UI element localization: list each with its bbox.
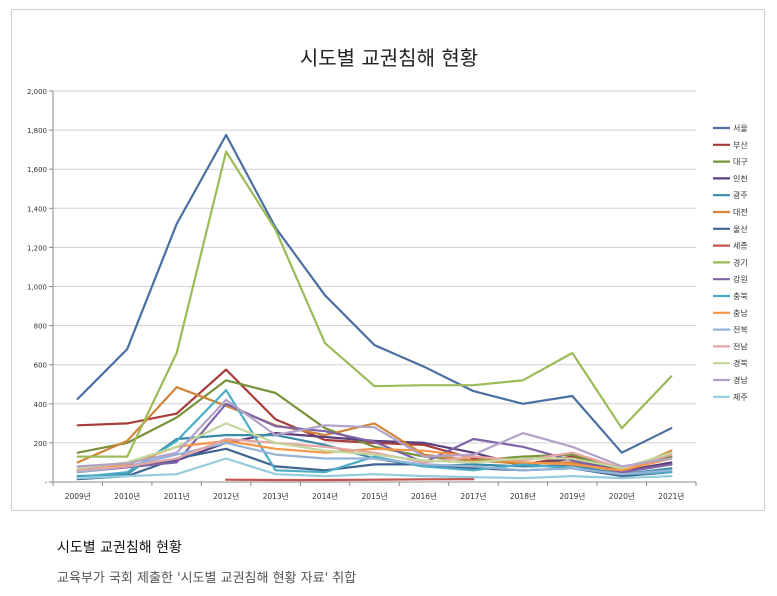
series-line-경북 (76, 422, 673, 470)
chart-container: 시도별 교권침해 현황 - 200 400 600 800 1,000 1,200 1,400 1… (11, 9, 765, 511)
chart-title: 시도별 교권침해 현황 (300, 46, 478, 70)
legend-label: 인천 (733, 173, 748, 183)
y-tick-label: 1,200 (27, 244, 47, 252)
y-tick-label: 600 (34, 362, 47, 370)
legend-label: 강원 (733, 274, 748, 284)
series-line-세종 (225, 478, 475, 482)
legend-label: 광주 (733, 190, 748, 200)
legend-label: 제주 (733, 393, 748, 402)
x-tick-label: 2009년 (65, 491, 91, 501)
y-tick-label: 1,000 (27, 284, 47, 292)
y-tick-label: 1,600 (27, 166, 47, 174)
x-tick-label: 2020년 (609, 491, 635, 501)
x-tick-label: 2014년 (312, 491, 338, 501)
legend-label: 충남 (733, 309, 748, 318)
x-tick-label: 2017년 (460, 491, 486, 501)
series-line-대구 (76, 379, 673, 473)
legend-label: 부산 (733, 140, 748, 150)
caption-title: 시도별 교권침해 현황 (57, 540, 182, 556)
caption-text: 교육부가 국회 제출한 '시도별 교권침해 현황 자료' 취합 (57, 571, 357, 586)
legend-label: 경기 (733, 257, 748, 267)
series-line-대전 (76, 386, 673, 474)
legend-label: 대구 (733, 158, 748, 167)
x-tick-label: 2018년 (510, 491, 536, 501)
x-tick-label: 2013년 (263, 491, 289, 501)
series-line-전북 (76, 441, 673, 476)
legend-label: 충북 (733, 292, 748, 301)
x-tick-label: 2012년 (213, 491, 239, 501)
x-tick-label: 2021년 (658, 491, 684, 501)
x-tick-label: 2011년 (164, 491, 190, 501)
legend-label: 전남 (733, 341, 748, 351)
legend-label: 울산 (733, 224, 748, 234)
series-line-강원 (76, 402, 673, 474)
legend-label: 전북 (733, 325, 748, 335)
y-tick-label: 800 (34, 323, 47, 331)
legend-label: 경북 (733, 358, 748, 368)
y-tick-label: 1,800 (27, 127, 47, 135)
series-line-제주 (76, 457, 673, 480)
x-tick-label: 2016년 (411, 491, 437, 501)
series-line-경기 (76, 150, 673, 458)
y-tick-label: - (44, 479, 47, 487)
legend-label: 세종 (733, 242, 748, 251)
line-chart: 시도별 교권침해 현황 - 200 400 600 800 1,000 1,200 1,400 1… (27, 46, 748, 501)
y-tick-label: 200 (34, 440, 47, 448)
legend-label: 경남 (733, 375, 748, 385)
y-tick-label: 1,400 (27, 205, 47, 213)
series-line-전남 (76, 437, 673, 472)
legend-label: 서울 (733, 124, 748, 133)
y-tick-label: 400 (34, 401, 47, 409)
series-line-서울 (76, 133, 673, 454)
x-tick-label: 2010년 (114, 491, 140, 501)
series-line-경남 (76, 398, 673, 468)
y-tick-label: 2,000 (27, 88, 47, 96)
x-tick-label: 2015년 (362, 491, 388, 501)
legend-label: 대전 (733, 207, 748, 217)
x-tick-label: 2019년 (559, 491, 585, 501)
